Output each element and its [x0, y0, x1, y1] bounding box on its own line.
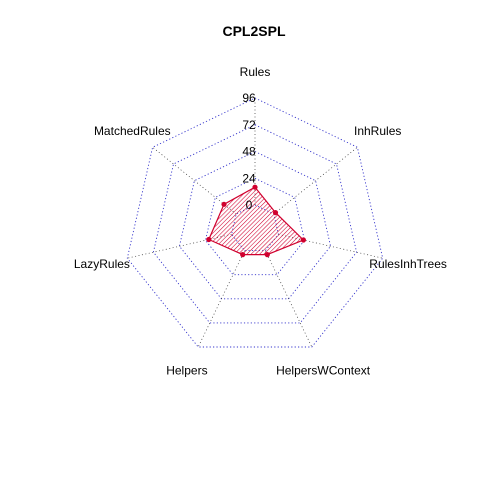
- data-point: [252, 184, 258, 190]
- axis-label: RulesInhTrees: [369, 257, 447, 271]
- grid-ring: [152, 124, 358, 324]
- grid-spoke: [197, 250, 245, 348]
- data-point: [300, 237, 306, 243]
- axis-label: InhRules: [354, 124, 401, 138]
- r-tick-label: 24: [242, 171, 256, 185]
- data-point: [272, 210, 279, 216]
- radar-series-layer: [206, 184, 306, 258]
- axis-label: MatchedRules: [94, 124, 171, 138]
- grid-spoke: [273, 147, 358, 215]
- data-point: [264, 252, 270, 258]
- axis-label: HelpersWContext: [276, 364, 371, 378]
- grid-ring: [205, 177, 305, 276]
- axis-label: Helpers: [166, 364, 207, 378]
- r-tick-label-layer: 0 24 48 72 96: [242, 91, 256, 212]
- axis-label-layer: Rules InhRules RulesInhTrees HelpersWContex…: [74, 65, 447, 378]
- series-area: [208, 186, 305, 256]
- grid-ring: [178, 151, 332, 300]
- axis-label: LazyRules: [74, 257, 130, 271]
- data-point: [221, 201, 227, 207]
- grid-ring: [126, 97, 384, 348]
- data-point: [206, 236, 212, 243]
- chart-title: CPL2SPL: [222, 23, 285, 39]
- grid-spoke: [265, 250, 313, 348]
- r-tick-label: 48: [242, 145, 256, 159]
- r-tick-label: 96: [242, 91, 256, 105]
- axis-label: Rules: [240, 65, 271, 79]
- r-tick-label: 0: [246, 198, 253, 212]
- r-tick-label: 72: [242, 118, 256, 132]
- data-point: [240, 252, 246, 258]
